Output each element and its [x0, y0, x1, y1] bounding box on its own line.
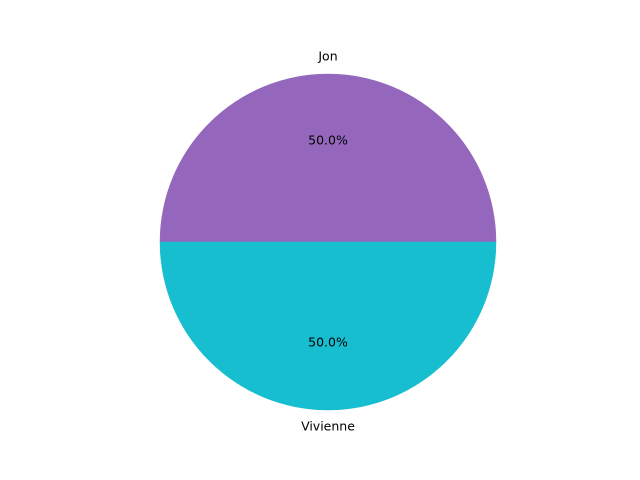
pie-slices — [159, 73, 497, 411]
slice-percent-jon: 50.0% — [308, 133, 348, 148]
pie-slice-jon — [159, 73, 497, 243]
slice-label-jon: Jon — [317, 49, 337, 64]
slice-label-vivienne: Vivienne — [301, 418, 355, 433]
pie-labels: Jon 50.0% Vivienne 50.0% — [301, 49, 355, 434]
pie-slice-vivienne — [159, 241, 497, 411]
slice-percent-vivienne: 50.0% — [308, 334, 348, 349]
